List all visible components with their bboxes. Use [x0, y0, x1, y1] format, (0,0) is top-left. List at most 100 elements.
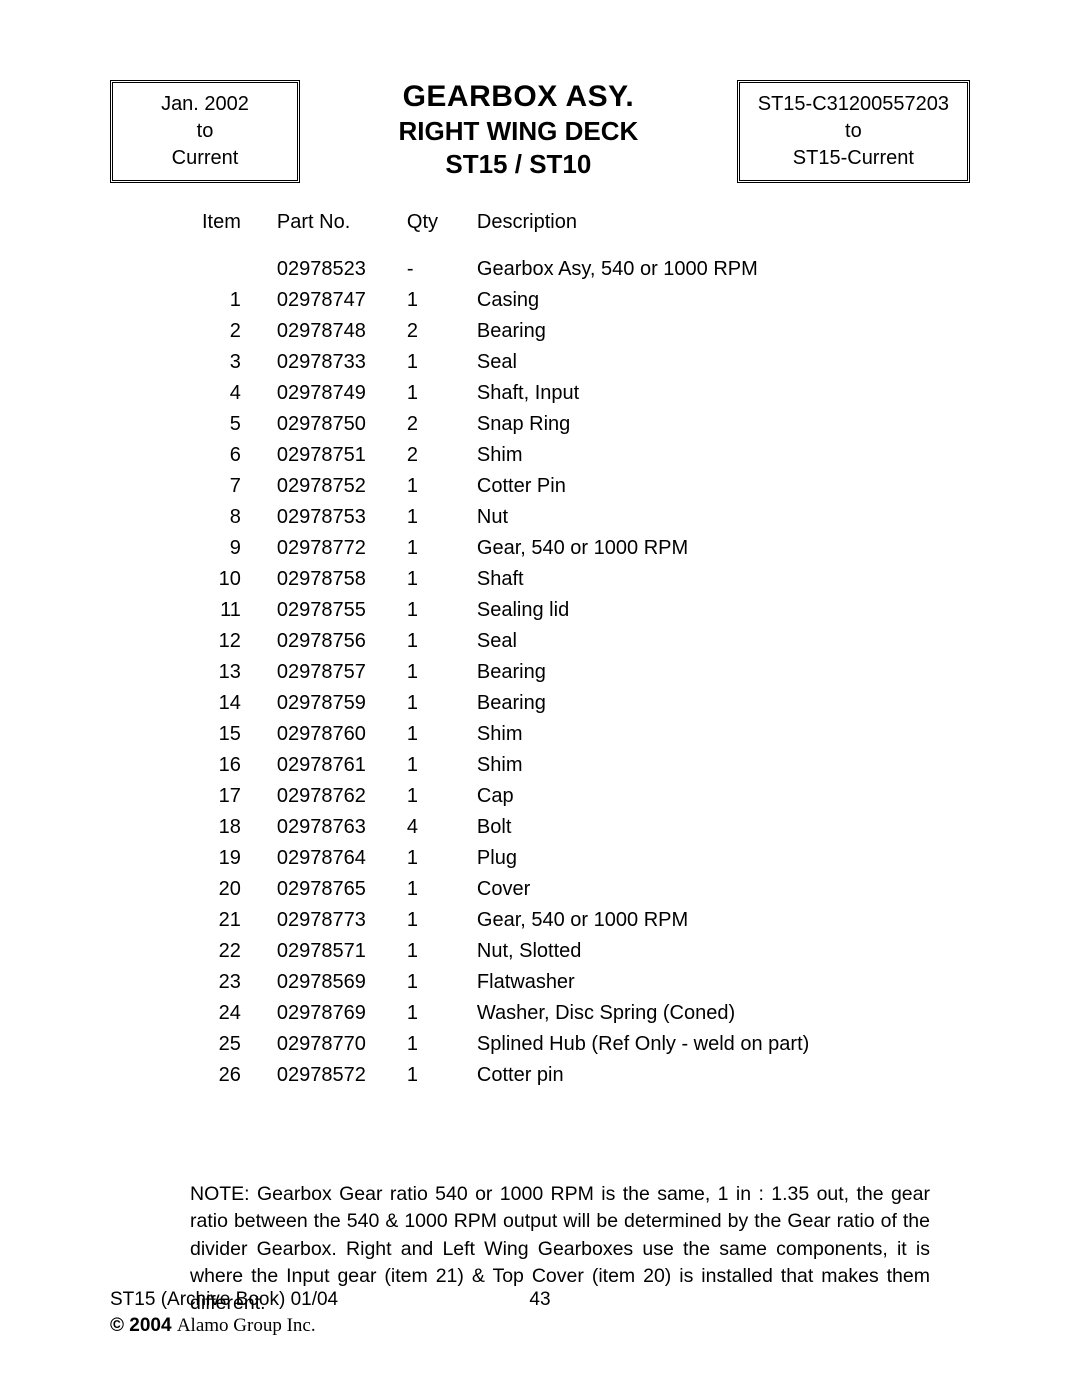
cell-part: 02978770 — [265, 1029, 395, 1060]
cell-item: 19 — [190, 843, 265, 874]
right-box-line3: ST15-Current — [758, 145, 949, 172]
cell-item: 9 — [190, 533, 265, 564]
cell-item — [190, 254, 265, 285]
cell-desc: Nut, Slotted — [465, 936, 821, 967]
table-row: 6029787512Shim — [190, 440, 821, 471]
table-row: 13029787571Bearing — [190, 657, 821, 688]
cell-desc: Sealing lid — [465, 595, 821, 626]
table-row: 21029787731Gear, 540 or 1000 RPM — [190, 905, 821, 936]
cell-part: 02978763 — [265, 812, 395, 843]
table-row: 9029787721Gear, 540 or 1000 RPM — [190, 533, 821, 564]
cell-desc: Splined Hub (Ref Only - weld on part) — [465, 1029, 821, 1060]
parts-table: Item Part No. Qty Description 02978523-G… — [190, 211, 821, 1091]
table-row: 3029787331Seal — [190, 347, 821, 378]
cell-item: 1 — [190, 285, 265, 316]
cell-qty: 1 — [395, 626, 465, 657]
cell-desc: Snap Ring — [465, 409, 821, 440]
cell-desc: Gearbox Asy, 540 or 1000 RPM — [465, 254, 821, 285]
cell-item: 22 — [190, 936, 265, 967]
parts-table-wrap: Item Part No. Qty Description 02978523-G… — [190, 211, 930, 1317]
cell-qty: 1 — [395, 1060, 465, 1091]
cell-part: 02978749 — [265, 378, 395, 409]
cell-item: 4 — [190, 378, 265, 409]
cell-qty: 1 — [395, 595, 465, 626]
title-line2: RIGHT WING DECK — [310, 116, 727, 147]
cell-desc: Bearing — [465, 688, 821, 719]
col-header-part: Part No. — [265, 211, 395, 254]
table-row: 14029787591Bearing — [190, 688, 821, 719]
cell-qty: 1 — [395, 502, 465, 533]
cell-qty: 1 — [395, 998, 465, 1029]
cell-qty: 4 — [395, 812, 465, 843]
cell-part: 02978733 — [265, 347, 395, 378]
cell-item: 18 — [190, 812, 265, 843]
cell-part: 02978762 — [265, 781, 395, 812]
cell-qty: 1 — [395, 781, 465, 812]
cell-item: 20 — [190, 874, 265, 905]
cell-desc: Bolt — [465, 812, 821, 843]
page-title: GEARBOX ASY. RIGHT WING DECK ST15 / ST10 — [300, 80, 737, 180]
cell-part: 02978569 — [265, 967, 395, 998]
cell-qty: 2 — [395, 409, 465, 440]
cell-part: 02978748 — [265, 316, 395, 347]
cell-qty: 1 — [395, 874, 465, 905]
page-footer: 43 ST15 (Archive Book) 01/04 © 2004 Alam… — [110, 1289, 970, 1337]
table-row: 5029787502Snap Ring — [190, 409, 821, 440]
cell-qty: 1 — [395, 719, 465, 750]
cell-qty: 1 — [395, 936, 465, 967]
right-info-box: ST15-C31200557203 to ST15-Current — [737, 80, 970, 183]
table-row: 15029787601Shim — [190, 719, 821, 750]
table-row: 02978523-Gearbox Asy, 540 or 1000 RPM — [190, 254, 821, 285]
cell-qty: 1 — [395, 905, 465, 936]
left-box-line1: Jan. 2002 — [131, 91, 279, 118]
cell-desc: Cotter pin — [465, 1060, 821, 1091]
cell-item: 3 — [190, 347, 265, 378]
table-body: 02978523-Gearbox Asy, 540 or 1000 RPM102… — [190, 254, 821, 1091]
cell-item: 2 — [190, 316, 265, 347]
cell-desc: Shim — [465, 750, 821, 781]
header-row: Jan. 2002 to Current GEARBOX ASY. RIGHT … — [110, 80, 970, 183]
page-number: 43 — [529, 1289, 550, 1311]
table-row: 18029787634Bolt — [190, 812, 821, 843]
cell-part: 02978747 — [265, 285, 395, 316]
cell-desc: Shim — [465, 440, 821, 471]
cell-qty: 1 — [395, 688, 465, 719]
copyright-prefix: © 2004 — [110, 1315, 177, 1336]
cell-desc: Bearing — [465, 657, 821, 688]
col-header-desc: Description — [465, 211, 821, 254]
cell-part: 02978753 — [265, 502, 395, 533]
cell-qty: 2 — [395, 440, 465, 471]
cell-desc: Shaft — [465, 564, 821, 595]
cell-qty: 1 — [395, 285, 465, 316]
cell-item: 17 — [190, 781, 265, 812]
cell-qty: 1 — [395, 471, 465, 502]
left-info-box: Jan. 2002 to Current — [110, 80, 300, 183]
table-row: 4029787491Shaft, Input — [190, 378, 821, 409]
cell-part: 02978765 — [265, 874, 395, 905]
table-row: 16029787611Shim — [190, 750, 821, 781]
cell-qty: 1 — [395, 750, 465, 781]
cell-qty: 2 — [395, 316, 465, 347]
cell-part: 02978752 — [265, 471, 395, 502]
cell-desc: Seal — [465, 626, 821, 657]
cell-item: 6 — [190, 440, 265, 471]
table-row: 12029787561Seal — [190, 626, 821, 657]
table-row: 19029787641Plug — [190, 843, 821, 874]
cell-part: 02978751 — [265, 440, 395, 471]
cell-item: 8 — [190, 502, 265, 533]
right-box-line1: ST15-C31200557203 — [758, 91, 949, 118]
cell-desc: Cap — [465, 781, 821, 812]
cell-part: 02978760 — [265, 719, 395, 750]
cell-part: 02978772 — [265, 533, 395, 564]
cell-part: 02978769 — [265, 998, 395, 1029]
cell-desc: Shaft, Input — [465, 378, 821, 409]
table-row: 11029787551Sealing lid — [190, 595, 821, 626]
footer-copyright: © 2004 Alamo Group Inc. — [110, 1315, 970, 1337]
table-row: 7029787521Cotter Pin — [190, 471, 821, 502]
cell-desc: Seal — [465, 347, 821, 378]
cell-part: 02978764 — [265, 843, 395, 874]
cell-item: 7 — [190, 471, 265, 502]
cell-part: 02978572 — [265, 1060, 395, 1091]
cell-item: 15 — [190, 719, 265, 750]
table-row: 10029787581Shaft — [190, 564, 821, 595]
